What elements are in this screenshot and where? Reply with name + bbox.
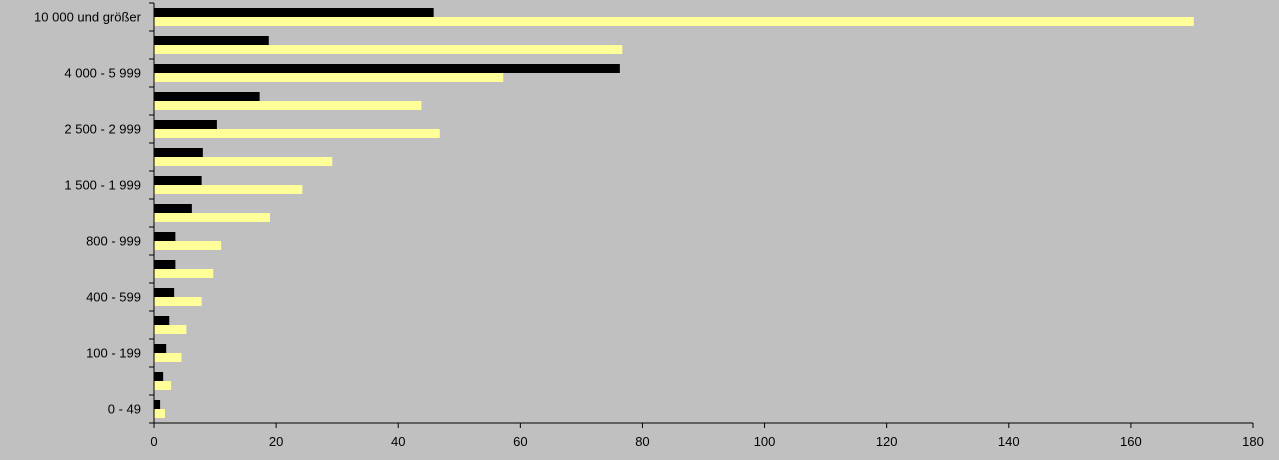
bar-series-2-cat-9 bbox=[154, 157, 333, 166]
bar-series-1-cat-3 bbox=[154, 316, 170, 325]
bar-series-1-cat-8 bbox=[154, 176, 202, 185]
bar-series-2-cat-8 bbox=[154, 185, 303, 194]
x-tick-label: 120 bbox=[876, 434, 898, 449]
bar-series-1-cat-0 bbox=[154, 400, 161, 409]
category-label: 100 - 199 bbox=[86, 346, 141, 361]
bar-series-1-cat-6 bbox=[154, 232, 176, 241]
bar-series-1-cat-14 bbox=[154, 8, 434, 17]
bar-series-2-cat-13 bbox=[154, 45, 623, 54]
x-tick-label: 40 bbox=[391, 434, 405, 449]
bar-series-1-cat-9 bbox=[154, 148, 203, 157]
bar-series-2-cat-12 bbox=[154, 73, 504, 82]
bar-series-2-cat-0 bbox=[154, 409, 165, 418]
bars-group bbox=[154, 8, 1194, 418]
bar-series-2-cat-7 bbox=[154, 213, 271, 222]
bar-series-2-cat-14 bbox=[154, 17, 1194, 26]
bar-series-1-cat-4 bbox=[154, 288, 175, 297]
x-tick-label: 160 bbox=[1120, 434, 1142, 449]
bar-series-2-cat-2 bbox=[154, 353, 182, 362]
category-label: 400 - 599 bbox=[86, 290, 141, 305]
bar-series-2-cat-1 bbox=[154, 381, 172, 390]
bar-series-2-cat-3 bbox=[154, 325, 187, 334]
bar-series-2-cat-5 bbox=[154, 269, 214, 278]
bar-series-1-cat-5 bbox=[154, 260, 176, 269]
x-tick-label: 80 bbox=[635, 434, 649, 449]
bar-series-1-cat-7 bbox=[154, 204, 192, 213]
category-label: 800 - 999 bbox=[86, 234, 141, 249]
category-label: 1 500 - 1 999 bbox=[64, 178, 141, 193]
category-label: 2 500 - 2 999 bbox=[64, 122, 141, 137]
x-tick-label: 20 bbox=[269, 434, 283, 449]
bar-series-2-cat-6 bbox=[154, 241, 222, 250]
category-label: 0 - 49 bbox=[108, 402, 141, 417]
bar-series-1-cat-12 bbox=[154, 64, 620, 73]
bar-series-1-cat-2 bbox=[154, 344, 167, 353]
x-tick-label: 100 bbox=[754, 434, 776, 449]
bar-series-1-cat-10 bbox=[154, 120, 217, 129]
x-tick-label: 140 bbox=[998, 434, 1020, 449]
x-tick-label: 60 bbox=[513, 434, 527, 449]
bar-series-2-cat-4 bbox=[154, 297, 202, 306]
category-label: 10 000 und größer bbox=[34, 10, 142, 25]
bar-series-1-cat-13 bbox=[154, 36, 269, 45]
x-ticks-group: 0 20 40 60 80 100 120 140 160 180 bbox=[150, 423, 1264, 449]
bar-series-2-cat-11 bbox=[154, 101, 422, 110]
x-tick-label: 0 bbox=[150, 434, 157, 449]
bar-series-1-cat-11 bbox=[154, 92, 260, 101]
x-tick-label: 180 bbox=[1242, 434, 1264, 449]
bar-series-1-cat-1 bbox=[154, 372, 164, 381]
bar-series-2-cat-10 bbox=[154, 129, 440, 138]
category-label: 4 000 - 5 999 bbox=[64, 66, 141, 81]
y-ticks-group: 0 - 49 100 - 199 400 - 599 800 - 999 1 500 -… bbox=[34, 2, 154, 424]
